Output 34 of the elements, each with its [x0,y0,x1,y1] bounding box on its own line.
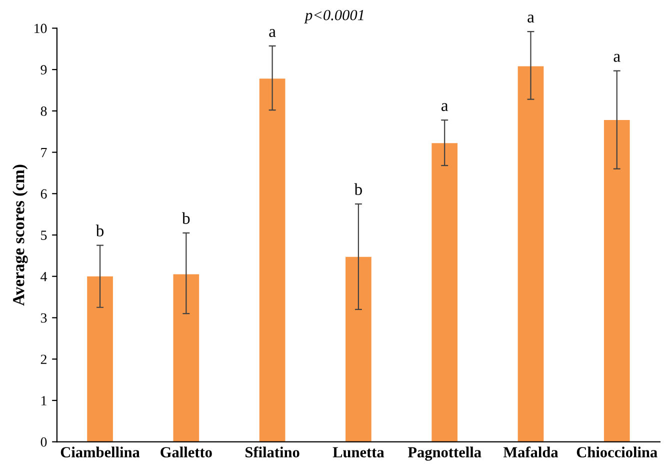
annotation: a [528,14,534,23]
x-tick-label: Pagnottella [408,446,482,461]
annotation: b [354,183,362,196]
bar [173,274,200,442]
annotation: a [269,29,276,38]
y-tick-label: 0 [40,437,47,447]
bar [432,143,458,442]
y-tick-label: 3 [40,313,47,323]
annotation: a [441,103,448,112]
y-tick-label: 1 [42,396,46,406]
bar [604,120,630,442]
annotation: a [614,54,620,62]
y-tick-label: 5 [41,230,47,240]
y-tick-label: 9 [40,65,47,75]
x-tick-label: Mafalda [503,446,558,458]
x-tick-label: Sfilatino [246,446,300,458]
bar [346,256,372,442]
y-tick-label: 8 [40,106,47,116]
y-tick-label: 6 [40,189,47,199]
bar [87,276,113,442]
x-tick-label: Lunetta [332,447,384,458]
x-tick-label: Galletto [160,446,212,458]
y-tick-label: 10 [34,24,47,34]
y-tick-label: 2 [40,354,46,364]
bar [518,66,544,442]
y-tick-label: 4 [40,272,48,282]
annotation: b [182,212,190,224]
annotation: b [96,224,104,236]
y-tick-label: 7 [41,148,47,158]
bar [259,78,286,442]
x-tick-label: Chiocciolina [576,446,658,458]
x-tick-label: Ciambellina [60,446,140,458]
y-axis-title: Average scores (cm) [12,164,28,306]
chart-title: p<0.0001 [304,10,364,24]
